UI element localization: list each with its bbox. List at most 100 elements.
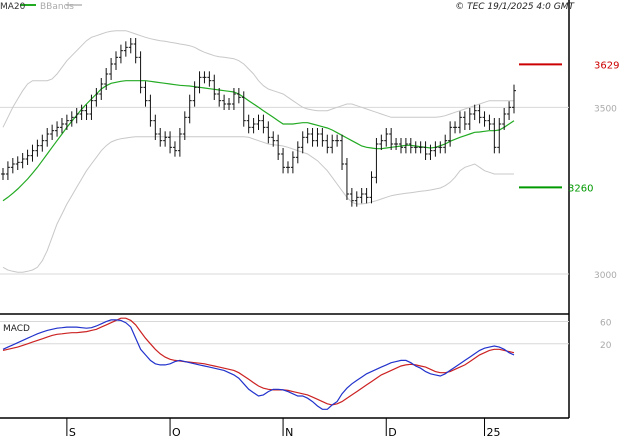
price-bar-33	[163, 131, 168, 147]
price-bar-12	[59, 118, 64, 134]
x-axis-labels: S O N D 25	[66, 418, 501, 439]
price-bar-4	[20, 153, 25, 169]
price-bar-87	[428, 144, 433, 160]
price-bar-69	[340, 134, 345, 170]
bb-legend-label: BBands	[40, 2, 74, 12]
price-bar-74	[364, 188, 369, 204]
price-bar-91	[448, 121, 453, 147]
price-bar-97	[477, 104, 482, 124]
bb-lower-line	[2, 136, 514, 273]
macd-panel-label: MACD	[3, 324, 30, 334]
price-bar-103	[507, 101, 512, 120]
price-bar-0	[1, 168, 5, 180]
price-tick-label-1: 3500	[594, 104, 617, 114]
price-bar-72	[354, 191, 359, 207]
bb-legend-swatch	[66, 4, 82, 6]
ma-legend-swatch	[20, 4, 36, 6]
price-bar-64	[315, 128, 320, 147]
price-bar-23	[114, 51, 119, 70]
price-bar-34	[168, 131, 173, 154]
price-bar-67	[330, 134, 335, 154]
price-bar-6	[30, 144, 35, 162]
price-bar-85	[418, 141, 423, 154]
price-bar-39	[192, 81, 197, 107]
price-bar-98	[482, 111, 487, 127]
price-bar-86	[423, 141, 428, 160]
price-bar-43	[212, 74, 217, 100]
price-tick-labels: 3000 3500 60 20	[594, 104, 617, 350]
price-bar-94	[462, 111, 467, 130]
price-bar-3	[15, 156, 20, 170]
price-bar-7	[35, 139, 40, 157]
price-bar-96	[472, 104, 477, 120]
price-bar-32	[158, 128, 163, 147]
price-bar-29	[143, 81, 148, 107]
price-bar-95	[467, 108, 472, 130]
price-bar-55	[271, 131, 276, 147]
ma20-line-group	[2, 80, 515, 202]
price-bar-17	[84, 104, 89, 120]
x-label-S: S	[69, 426, 76, 439]
price-bar-73	[359, 188, 364, 204]
price-bar-101	[497, 118, 502, 154]
price-bar-30	[148, 94, 153, 127]
price-bar-59	[290, 151, 295, 174]
support-label: 3260	[568, 183, 593, 194]
price-bar-10	[50, 124, 55, 140]
price-bar-24	[118, 44, 123, 64]
price-bar-80	[394, 138, 399, 150]
macd-tick-label-1: 20	[600, 341, 612, 351]
price-bar-21	[104, 68, 109, 90]
price-bar-50	[246, 114, 251, 134]
price-bar-52	[256, 114, 261, 130]
price-bar-26	[128, 38, 133, 54]
x-label-D: D	[388, 426, 396, 439]
price-bar-37	[182, 111, 187, 140]
price-bar-47	[231, 88, 236, 110]
price-bar-14	[69, 111, 74, 127]
price-bar-13	[64, 114, 69, 130]
price-bar-102	[502, 108, 507, 130]
price-bar-61	[300, 131, 305, 154]
ma20-line	[2, 80, 515, 202]
price-tick-label-0: 3000	[594, 271, 617, 281]
price-bar-68	[335, 134, 340, 147]
price-bar-83	[408, 138, 413, 154]
price-bar-18	[89, 94, 94, 120]
price-bar-42	[207, 71, 212, 87]
price-bar-75	[369, 171, 374, 204]
price-bar-89	[438, 141, 443, 154]
price-bar-79	[389, 128, 394, 150]
x-label-O: O	[172, 426, 181, 439]
macd-signal-line	[2, 317, 515, 406]
price-bar-71	[349, 188, 354, 207]
price-bar-5	[25, 149, 30, 165]
price-bar-104	[512, 84, 516, 114]
price-bars	[1, 38, 516, 207]
price-bar-78	[384, 128, 389, 147]
price-bar-40	[197, 71, 202, 94]
price-bar-36	[177, 128, 182, 157]
price-bar-99	[487, 114, 492, 130]
price-bar-1	[5, 161, 10, 180]
price-bar-88	[433, 141, 438, 157]
price-bar-49	[241, 91, 246, 127]
price-bar-70	[344, 158, 349, 200]
price-bar-63	[310, 128, 315, 147]
price-bar-27	[133, 38, 138, 64]
price-bar-56	[276, 134, 281, 160]
price-bar-66	[325, 134, 330, 154]
price-bar-57	[281, 148, 286, 174]
price-bar-28	[138, 51, 143, 94]
price-bar-76	[374, 138, 379, 184]
bollinger-bands	[2, 30, 514, 273]
price-bar-62	[305, 128, 310, 144]
price-bar-11	[55, 121, 60, 137]
price-bar-60	[295, 141, 300, 164]
price-bar-90	[443, 134, 448, 154]
price-bar-31	[153, 114, 158, 140]
price-bar-84	[413, 141, 418, 154]
price-bar-65	[320, 128, 325, 147]
price-bar-22	[109, 58, 114, 80]
